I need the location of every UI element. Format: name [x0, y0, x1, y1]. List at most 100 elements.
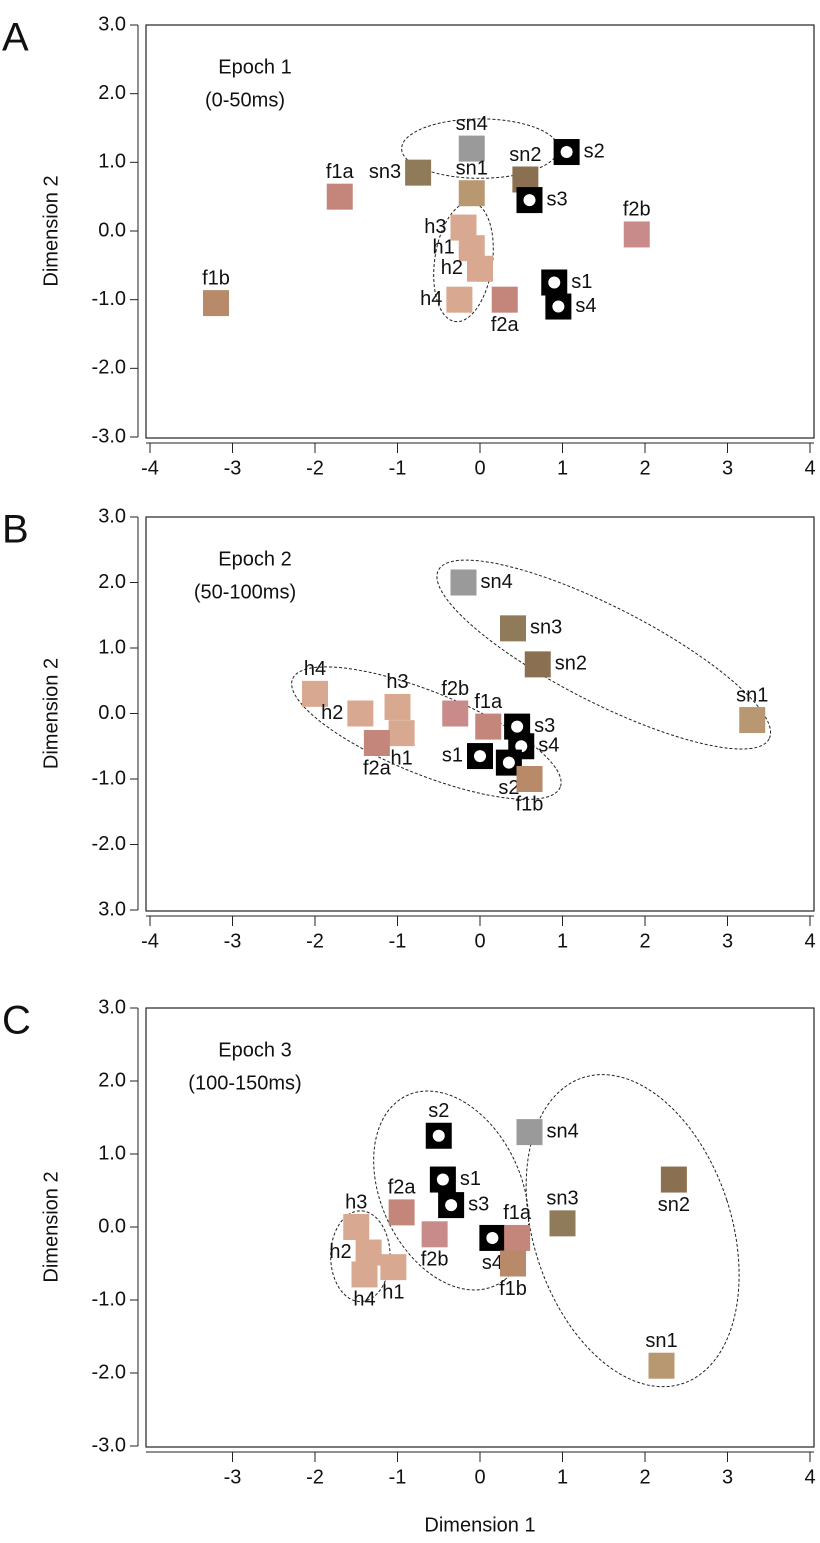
point-label: f2a: [388, 1177, 417, 1199]
stimulus-marker: [384, 693, 411, 720]
stimulus-marker: [739, 707, 766, 734]
stimulus-marker: [475, 713, 502, 740]
x-tick-label: -1: [389, 1466, 407, 1488]
point-label: h3: [345, 1191, 367, 1213]
point-label: s2: [428, 1100, 449, 1122]
point-label: f1b: [499, 1278, 527, 1300]
x-tick-label: 4: [804, 1466, 815, 1488]
point-label: f2b: [421, 1249, 449, 1271]
y-tick-label: 1.0: [98, 636, 126, 658]
plot-frame: [145, 24, 815, 439]
x-tick-label: -4: [141, 457, 159, 479]
point-label: h4: [420, 288, 442, 310]
point-label: sn4: [456, 113, 488, 135]
point-label: h3: [386, 671, 408, 693]
point-label: f1a: [503, 1202, 532, 1224]
x-axis-label: Dimension 1: [424, 1514, 535, 1536]
x-tick-label: 1: [557, 930, 568, 952]
point-label: s3: [534, 715, 555, 737]
y-tick-label: 0.0: [98, 1215, 126, 1237]
point-label: f2b: [441, 678, 469, 700]
point-label: f1a: [326, 161, 355, 183]
stimulus-marker: [516, 766, 543, 792]
cluster-ellipse: [373, 1090, 530, 1291]
y-tick-label: -1.0: [92, 1288, 126, 1310]
stimulus-marker: [458, 135, 485, 162]
point-label: sn2: [658, 1194, 690, 1216]
x-tick-label: -2: [306, 1466, 324, 1488]
y-tick-label: -2.0: [92, 833, 126, 855]
y-tick-label: 3.0: [98, 505, 126, 527]
plot-frame: [145, 1007, 815, 1448]
point-label: sn2: [509, 144, 541, 166]
x-tick-label: -1: [389, 457, 407, 479]
x-tick-label: -2: [306, 930, 324, 952]
x-tick-label: -3: [224, 1466, 242, 1488]
stimulus-marker: [302, 680, 328, 707]
epoch-annotation: Epoch 3: [218, 1039, 291, 1061]
stimulus-marker: [421, 1221, 448, 1248]
marker-symbol: [515, 740, 528, 753]
point-label: s1: [460, 1168, 481, 1190]
point-label: sn1: [456, 158, 488, 180]
point-label: h4: [353, 1289, 375, 1311]
marker-symbol: [560, 146, 573, 159]
x-tick-label: -3: [224, 457, 242, 479]
y-tick-label: -3.0: [92, 425, 126, 447]
stimulus-marker: [446, 286, 473, 313]
panel-letter: C: [2, 999, 31, 1043]
point-label: s3: [468, 1193, 489, 1215]
plot-frame: [145, 516, 815, 912]
point-label: h1: [382, 1281, 404, 1303]
stimulus-marker: [500, 1250, 526, 1277]
panel-letter: A: [2, 16, 29, 60]
point-label: sn4: [481, 571, 513, 593]
stimulus-marker: [326, 183, 353, 210]
point-label: h2: [329, 1241, 351, 1263]
x-tick-label: 0: [474, 457, 485, 479]
stimulus-marker: [467, 255, 493, 282]
marker-symbol: [445, 1199, 458, 1212]
marker-symbol: [486, 1231, 499, 1244]
epoch-annotation: (50-100ms): [194, 581, 296, 603]
point-label: sn3: [369, 161, 401, 183]
epoch-annotation: Epoch 2: [218, 548, 291, 570]
stimulus-marker: [351, 1261, 378, 1288]
stimulus-marker: [442, 700, 469, 727]
x-tick-label: -3: [224, 930, 242, 952]
marker-symbol: [436, 1173, 449, 1186]
x-tick-label: -1: [389, 930, 407, 952]
y-tick-label: -1.0: [92, 288, 126, 310]
point-label: s3: [547, 188, 568, 210]
stimulus-marker: [405, 159, 432, 186]
point-label: h3: [424, 216, 446, 238]
marker-symbol: [548, 276, 561, 289]
marker-symbol: [432, 1129, 445, 1142]
y-tick-label: 1.0: [98, 151, 126, 173]
cluster-ellipse: [291, 666, 562, 800]
stimulus-marker: [648, 1352, 675, 1379]
cluster-ellipse: [436, 559, 772, 750]
point-label: sn1: [736, 684, 768, 706]
point-label: f1b: [202, 267, 230, 289]
stimulus-marker: [343, 1214, 370, 1240]
epoch-annotation: (0-50ms): [205, 89, 285, 111]
y-tick-label: 0.0: [98, 219, 126, 241]
point-label: sn3: [530, 617, 562, 639]
stimulus-marker: [516, 1119, 543, 1146]
stimulus-marker: [355, 1239, 382, 1266]
point-label: h4: [304, 658, 326, 680]
point-label: f1b: [516, 793, 544, 815]
x-tick-label: -4: [141, 930, 159, 952]
epoch-annotation: Epoch 1: [218, 56, 291, 78]
x-tick-label: 3: [722, 930, 733, 952]
point-label: sn4: [547, 1120, 579, 1142]
y-tick-label: 2.0: [98, 1069, 126, 1091]
y-tick-label: 0.0: [98, 702, 126, 724]
x-tick-label: 2: [639, 457, 650, 479]
y-axis-label: Dimension 2: [40, 175, 62, 286]
point-label: sn3: [546, 1188, 578, 1210]
marker-symbol: [552, 300, 565, 313]
x-tick-label: 0: [474, 1466, 485, 1488]
